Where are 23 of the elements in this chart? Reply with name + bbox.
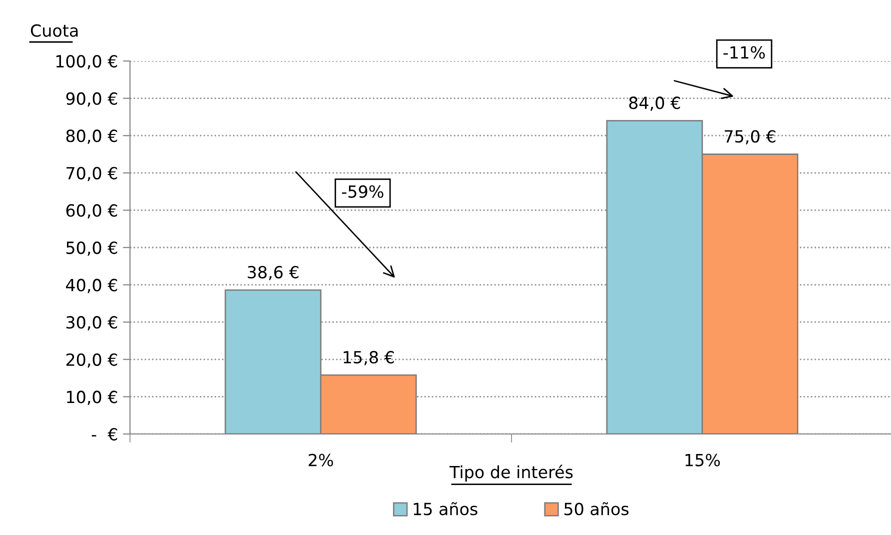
x-axis-title: Tipo de interés bbox=[450, 464, 573, 482]
x-tick-label: 15% bbox=[686, 454, 720, 466]
annotation: -59% bbox=[342, 185, 384, 198]
data-label: 38,6 € bbox=[248, 266, 298, 280]
y-tick-label: 90,0 € bbox=[66, 92, 118, 107]
y-tick-label: - € bbox=[92, 428, 118, 441]
legend-label: 50 años bbox=[564, 502, 629, 516]
y-tick-label: 60,0 € bbox=[66, 204, 118, 218]
y-tick-label: 10,0 € bbox=[67, 390, 118, 405]
legend-label: 15 años bbox=[414, 502, 478, 516]
y-tick-label: 70,0 € bbox=[66, 166, 118, 182]
y-tick-label: 20,0 € bbox=[66, 353, 118, 368]
y-tick-label: 80,0 € bbox=[66, 130, 118, 144]
data-label: 84,0 € bbox=[629, 96, 680, 111]
data-label: 15,8 € bbox=[344, 350, 394, 366]
y-tick-label: 50,0 € bbox=[66, 241, 118, 256]
y-axis-title: Cuota bbox=[30, 24, 78, 37]
y-tick-label: 100,0 € bbox=[56, 54, 118, 70]
y-tick-label: 30,0 € bbox=[66, 316, 118, 330]
text: -11% bbox=[724, 46, 765, 59]
x-tick-label: 2% bbox=[308, 454, 334, 466]
y-tick-label: 40,0 € bbox=[66, 278, 118, 294]
data-label: 75,0 € bbox=[724, 130, 776, 144]
